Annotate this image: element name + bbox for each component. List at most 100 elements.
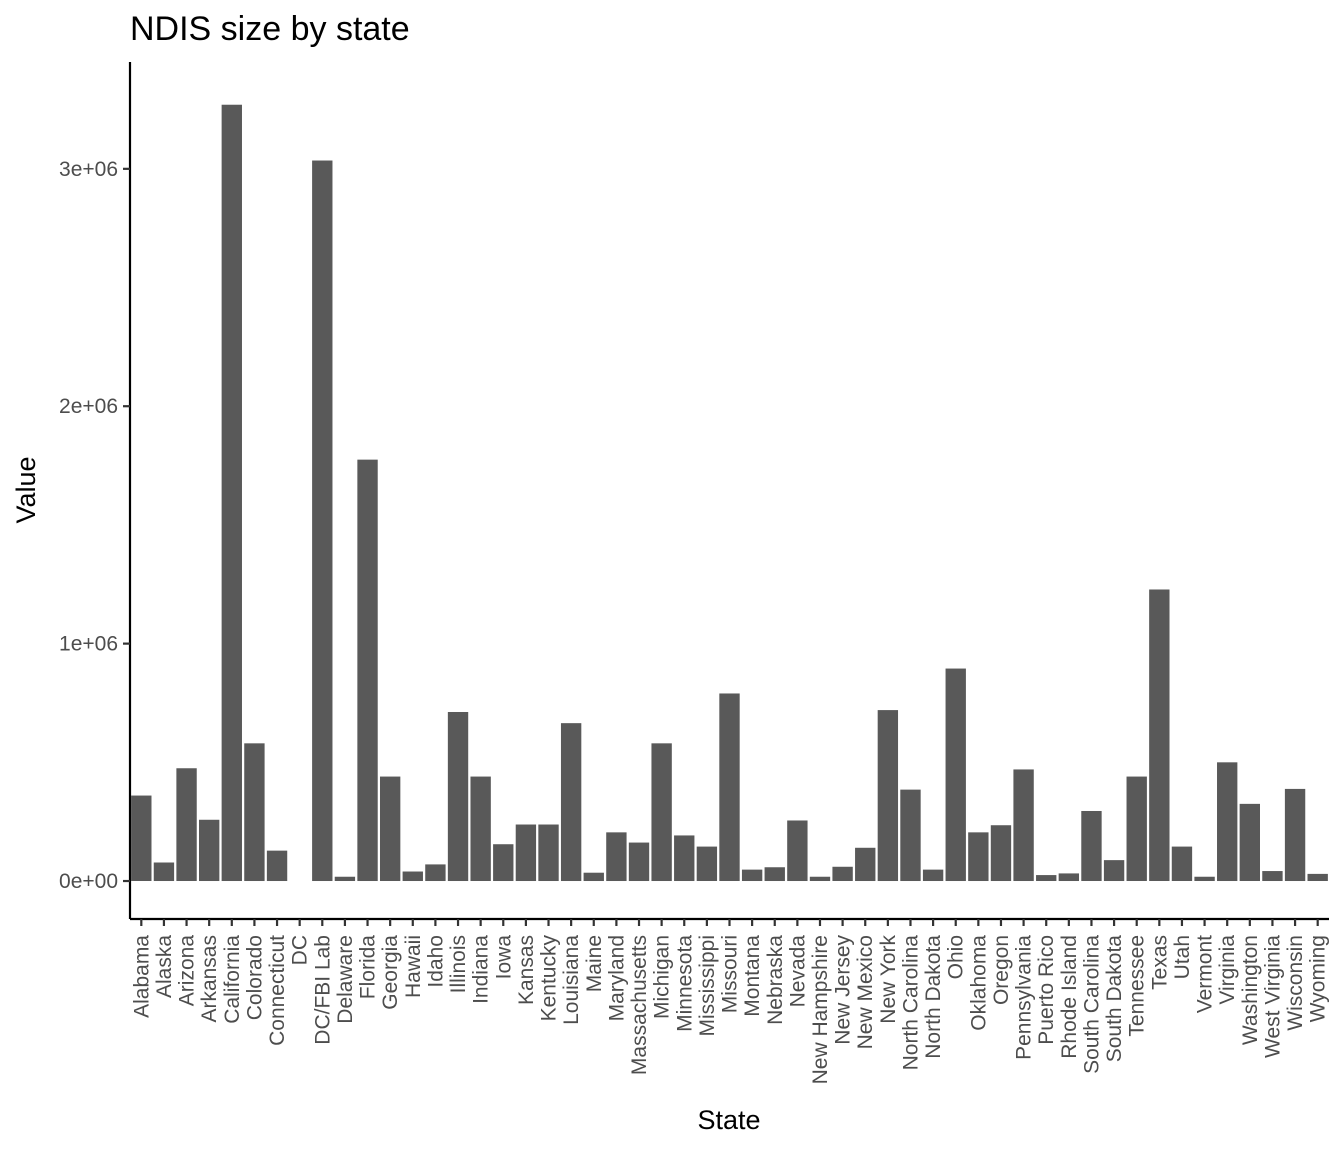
bar-washington bbox=[1239, 803, 1260, 882]
x-tick-label: West Virginia bbox=[1261, 935, 1284, 1058]
y-axis-title: Value bbox=[11, 456, 41, 523]
bar-maine bbox=[583, 872, 604, 882]
x-tick-label: Wisconsin bbox=[1284, 935, 1307, 1031]
x-tick-label: Nebraska bbox=[764, 935, 787, 1025]
bar-wyoming bbox=[1307, 873, 1328, 882]
bar-mississippi bbox=[696, 846, 718, 882]
bar-texas bbox=[1149, 589, 1170, 882]
x-tick-label: Hawaii bbox=[402, 935, 425, 998]
x-tick-label: Iowa bbox=[492, 935, 515, 980]
bar-colorado bbox=[244, 743, 265, 882]
x-tick-label: Montana bbox=[741, 935, 764, 1017]
bar-florida bbox=[357, 459, 378, 882]
x-tick-label: Vermont bbox=[1194, 935, 1217, 1013]
bar-maryland bbox=[606, 832, 627, 882]
x-tick-label: Colorado bbox=[243, 935, 266, 1020]
x-tick-label: New Hampshire bbox=[809, 935, 832, 1084]
x-tick-label: Rhode Island bbox=[1058, 935, 1081, 1059]
bar-south-carolina bbox=[1081, 810, 1102, 882]
x-tick-label: Ohio bbox=[945, 935, 968, 979]
bar-louisiana bbox=[560, 723, 582, 882]
x-tick-label: Washington bbox=[1239, 935, 1262, 1045]
x-tick-label: Nevada bbox=[786, 935, 809, 1008]
x-tick-label: DC/FBI Lab bbox=[311, 935, 334, 1045]
x-tick-label: Texas bbox=[1148, 935, 1171, 990]
x-tick-label: Arkansas bbox=[198, 935, 221, 1023]
x-tick-label: Wyoming bbox=[1307, 935, 1330, 1022]
bar-nebraska bbox=[764, 867, 785, 882]
bar-indiana bbox=[470, 776, 491, 882]
x-tick-label: Pennsylvania bbox=[1013, 935, 1036, 1060]
bar-massachusetts bbox=[628, 842, 650, 882]
bar-south-dakota bbox=[1103, 860, 1125, 882]
bar-illinois bbox=[447, 711, 469, 882]
x-tick-label: Idaho bbox=[424, 935, 447, 988]
x-tick-label: South Dakota bbox=[1103, 935, 1126, 1063]
y-tick-label: 2e+06 bbox=[59, 395, 118, 418]
x-tick-label: Puerto Rico bbox=[1035, 935, 1058, 1045]
x-tick-label: California bbox=[221, 935, 244, 1024]
y-tick-label: 0e+00 bbox=[59, 870, 118, 893]
bar-connecticut bbox=[266, 850, 288, 882]
bar-georgia bbox=[379, 776, 401, 882]
bar-oregon bbox=[990, 825, 1012, 882]
x-tick-label: Arizona bbox=[176, 935, 199, 1007]
x-tick-label: Georgia bbox=[379, 935, 402, 1010]
x-tick-label: New Mexico bbox=[854, 935, 877, 1049]
x-tick-label: Mississippi bbox=[696, 935, 719, 1037]
x-tick-label: Michigan bbox=[651, 935, 674, 1019]
x-tick-label: Tennessee bbox=[1126, 935, 1149, 1037]
x-tick-label: Kansas bbox=[515, 935, 538, 1005]
x-tick-label: North Carolina bbox=[899, 935, 922, 1071]
bar-north-dakota bbox=[922, 869, 944, 882]
x-tick-label: Massachusetts bbox=[628, 935, 651, 1075]
x-tick-label: South Carolina bbox=[1080, 935, 1103, 1074]
x-axis: Alabama Alaska Arizona Arkansas California Co… bbox=[130, 917, 1330, 1084]
bar-new-hampshire bbox=[809, 876, 831, 882]
x-tick-label: New York bbox=[877, 935, 900, 1024]
x-tick-label: Utah bbox=[1171, 935, 1194, 979]
x-axis-title: State bbox=[697, 1105, 760, 1135]
bar-north-carolina bbox=[900, 789, 921, 882]
x-tick-label: Indiana bbox=[470, 935, 493, 1004]
x-tick-label: Minnesota bbox=[673, 935, 696, 1032]
y-tick-label: 1e+06 bbox=[59, 633, 118, 656]
bar-alabama bbox=[131, 795, 152, 882]
bar-alaska bbox=[153, 862, 175, 882]
bar-vermont bbox=[1194, 876, 1215, 882]
bar-missouri bbox=[719, 693, 740, 882]
x-tick-label: DC bbox=[289, 935, 312, 965]
bar-montana bbox=[741, 869, 763, 882]
bar-kansas bbox=[515, 824, 537, 882]
bar-nevada bbox=[787, 820, 808, 882]
bar-arkansas bbox=[199, 819, 220, 882]
x-tick-label: North Dakota bbox=[922, 935, 945, 1059]
bar-new-mexico bbox=[855, 847, 876, 882]
y-axis: 0e+00 1e+06 2e+06 3e+06 bbox=[59, 62, 132, 919]
bar-west-virginia bbox=[1262, 871, 1283, 882]
x-tick-label: Oklahoma bbox=[967, 935, 990, 1031]
x-tick-label: Illinois bbox=[447, 935, 470, 993]
chart-title: NDIS size by state bbox=[130, 10, 410, 48]
bar-tennessee bbox=[1126, 776, 1147, 882]
bar-utah bbox=[1171, 846, 1193, 882]
bar-minnesota bbox=[674, 835, 695, 882]
x-tick-label: Virginia bbox=[1216, 935, 1239, 1005]
x-tick-label: Louisiana bbox=[560, 935, 583, 1025]
x-tick-label: New Jersey bbox=[832, 935, 855, 1045]
bar-rhode-island bbox=[1058, 873, 1080, 882]
y-tick-label: 3e+06 bbox=[59, 158, 118, 181]
bar-new-jersey bbox=[832, 866, 853, 882]
x-tick-label: Florida bbox=[357, 935, 380, 1000]
x-tick-label: Oregon bbox=[990, 935, 1013, 1005]
x-tick-label: Alabama bbox=[130, 935, 153, 1018]
bar-oklahoma bbox=[968, 832, 989, 882]
x-tick-label: Connecticut bbox=[266, 935, 289, 1046]
bar-delaware bbox=[334, 876, 356, 882]
x-tick-label: Maryland bbox=[605, 935, 628, 1021]
x-tick-label: Maine bbox=[583, 935, 606, 992]
bar-arizona bbox=[176, 768, 197, 882]
x-tick-label: Delaware bbox=[334, 935, 357, 1024]
x-tick-label: Missouri bbox=[719, 935, 742, 1013]
